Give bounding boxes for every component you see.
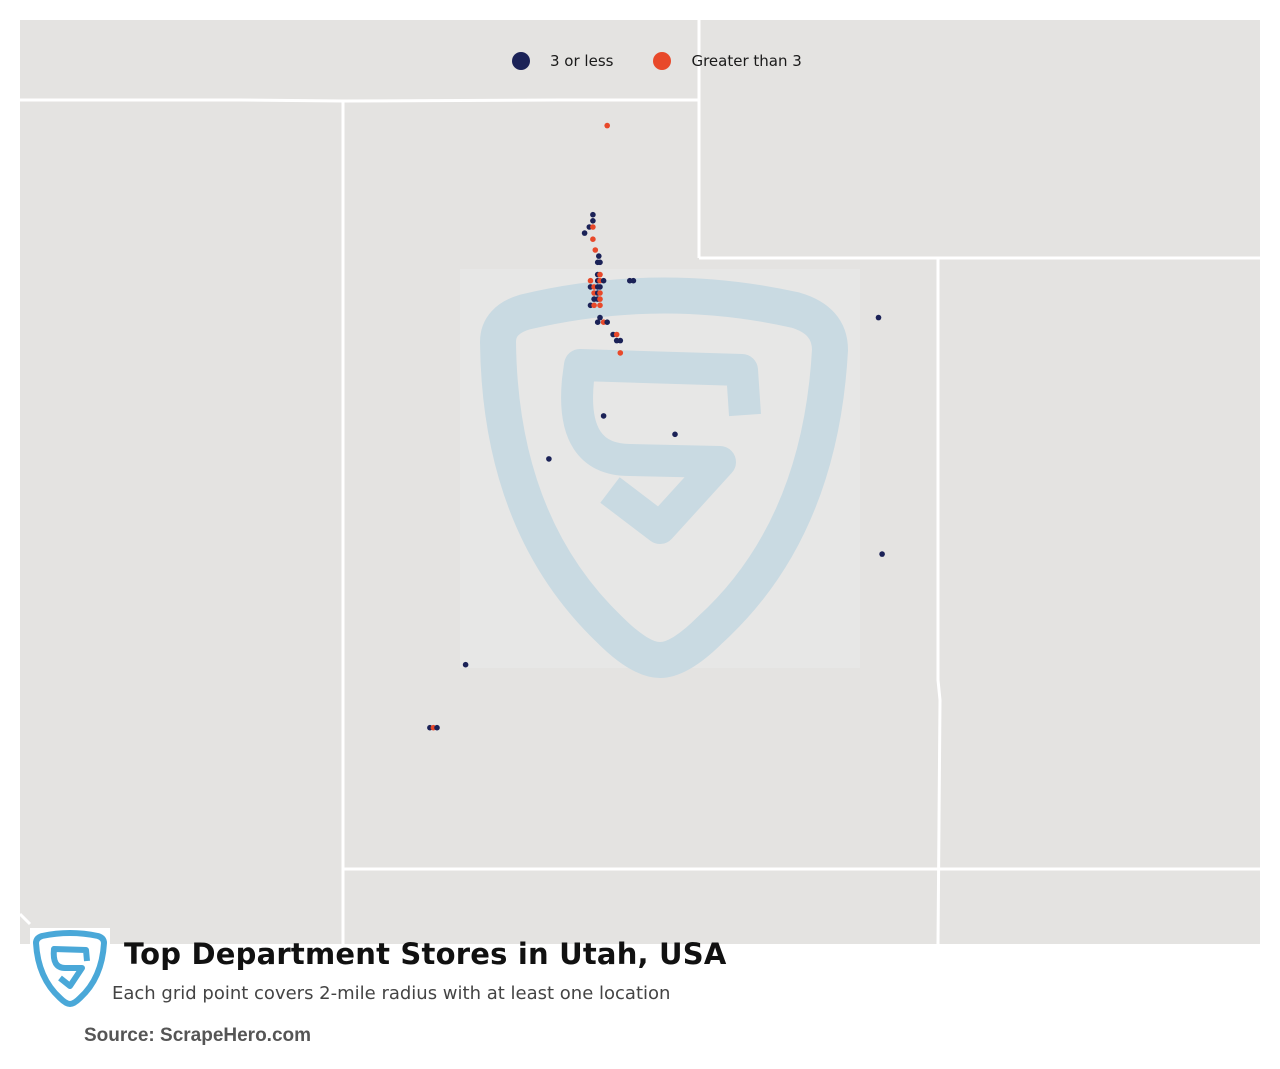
location-point-7 [592, 247, 599, 253]
location-point-30 [591, 302, 597, 309]
location-points [427, 122, 885, 731]
location-point-2 [590, 218, 596, 224]
location-point-13 [587, 277, 594, 284]
state-borders [20, 20, 1260, 944]
location-point-43 [672, 431, 678, 438]
location-point-37 [613, 331, 620, 338]
legend: 3 or less Greater than 3 [512, 52, 842, 70]
border-california-nevada [20, 912, 32, 926]
location-point-42 [600, 413, 607, 419]
location-point-31 [597, 302, 603, 309]
location-point-32 [597, 314, 603, 321]
location-point-33 [594, 319, 601, 326]
location-point-12 [597, 271, 603, 278]
legend-swatch-navy [512, 52, 530, 70]
location-point-5 [581, 230, 588, 236]
map-canvas [20, 20, 1260, 944]
location-point-18 [630, 277, 637, 284]
watermark-shield-icon [460, 269, 860, 679]
scrapehero-logo-icon [30, 928, 110, 1010]
location-point-46 [462, 661, 469, 668]
location-point-41 [875, 314, 882, 321]
location-point-40 [617, 350, 624, 356]
location-point-10 [597, 259, 603, 266]
location-point-25 [597, 290, 603, 296]
location-point-39 [617, 337, 624, 344]
location-point-6 [590, 236, 596, 242]
page-subtitle: Each grid point covers 2-mile radius wit… [112, 983, 671, 1004]
page-title: Top Department Stores in Utah, USA [124, 937, 727, 971]
location-point-16 [600, 277, 607, 284]
location-point-4 [590, 224, 596, 230]
location-point-35 [604, 319, 610, 326]
legend-label: 3 or less [550, 52, 614, 70]
location-point-0 [604, 122, 610, 129]
location-point-1 [590, 211, 596, 218]
legend-item-3-or-less: 3 or less [512, 52, 613, 70]
border-colorado-utah [936, 258, 942, 944]
border-idaho-utah [20, 98, 699, 103]
location-point-45 [879, 551, 885, 557]
source-credit: Source: ScrapeHero.com [84, 1025, 312, 1046]
location-point-44 [546, 456, 552, 462]
legend-item-greater-than-3: Greater than 3 [653, 52, 802, 70]
location-point-28 [597, 296, 603, 302]
location-point-22 [597, 284, 603, 290]
legend-label: Greater than 3 [691, 52, 802, 70]
legend-swatch-orange [653, 52, 672, 70]
location-point-8 [596, 253, 602, 259]
map-area[interactable]: 3 or less Greater than 3 [20, 20, 1260, 944]
location-point-49 [434, 724, 440, 731]
